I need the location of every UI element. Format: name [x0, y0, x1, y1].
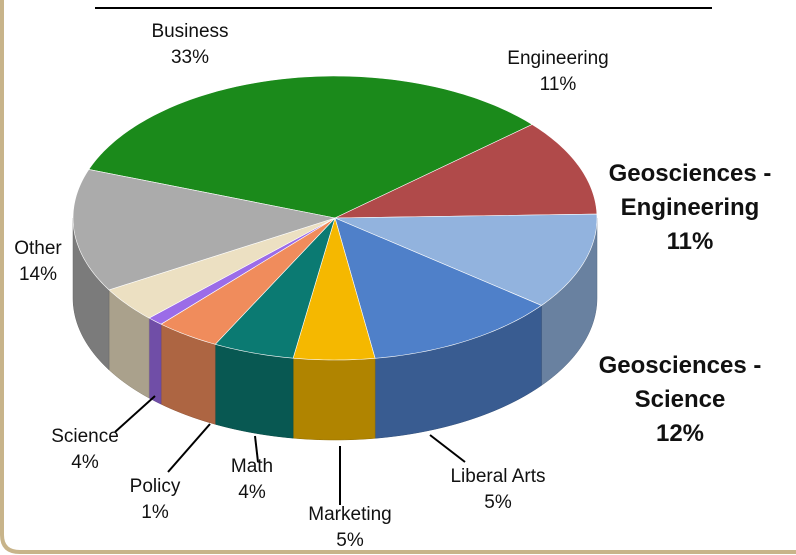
slice — [160, 217, 336, 345]
leader-line — [429, 434, 466, 463]
value-label: 33% — [170, 47, 210, 68]
value-label: 14% — [18, 264, 58, 285]
slice-label: Business 33% — [151, 19, 228, 71]
slice-label: Geosciences - Science 12% — [585, 349, 775, 451]
value-label: 4% — [238, 482, 266, 503]
slice-label: Other 14% — [14, 236, 62, 288]
slice-label: Liberal Arts 5% — [450, 464, 545, 516]
slice-label: Marketing 5% — [308, 502, 391, 554]
value-label: 11% — [666, 228, 714, 255]
category-label: Marketing — [308, 504, 392, 525]
category-label: Geosciences - Engineering — [608, 160, 772, 221]
slice — [214, 217, 336, 359]
slice — [334, 217, 543, 359]
category-label: Policy — [129, 476, 181, 497]
value-label: 12% — [655, 420, 705, 447]
value-label: 11% — [539, 74, 577, 95]
value-label: 1% — [141, 502, 169, 523]
slice-label: Math 4% — [231, 454, 273, 506]
category-label: Science — [51, 426, 119, 447]
slice — [334, 213, 598, 306]
slice-label: Science 4% — [51, 424, 119, 476]
slice-side — [148, 317, 162, 405]
slice — [108, 217, 336, 319]
slice — [334, 124, 598, 219]
slice — [88, 75, 533, 219]
category-label: Math — [230, 456, 274, 477]
leader-line — [254, 435, 259, 463]
slice — [292, 216, 376, 361]
category-label: Business — [151, 21, 229, 42]
leader-line — [167, 423, 211, 473]
slice-label: Policy 1% — [130, 474, 181, 526]
pie-tops — [72, 75, 598, 361]
category-label: Geosciences - Science — [598, 352, 762, 413]
pie-sides — [72, 217, 598, 441]
slice — [72, 169, 336, 291]
category-label: Engineering — [507, 48, 609, 69]
slice-label: Geosciences - Engineering 11% — [595, 157, 785, 259]
leader-lines — [114, 395, 466, 505]
value-label: 4% — [71, 452, 99, 473]
slice-side — [292, 357, 376, 441]
value-label: 5% — [336, 530, 364, 551]
leader-line — [114, 395, 156, 433]
slice-side — [214, 343, 294, 439]
value-label: 5% — [484, 492, 512, 513]
category-label: Liberal Arts — [450, 466, 546, 487]
slice-label: Engineering 11% — [507, 46, 608, 98]
category-label: Other — [14, 238, 62, 259]
